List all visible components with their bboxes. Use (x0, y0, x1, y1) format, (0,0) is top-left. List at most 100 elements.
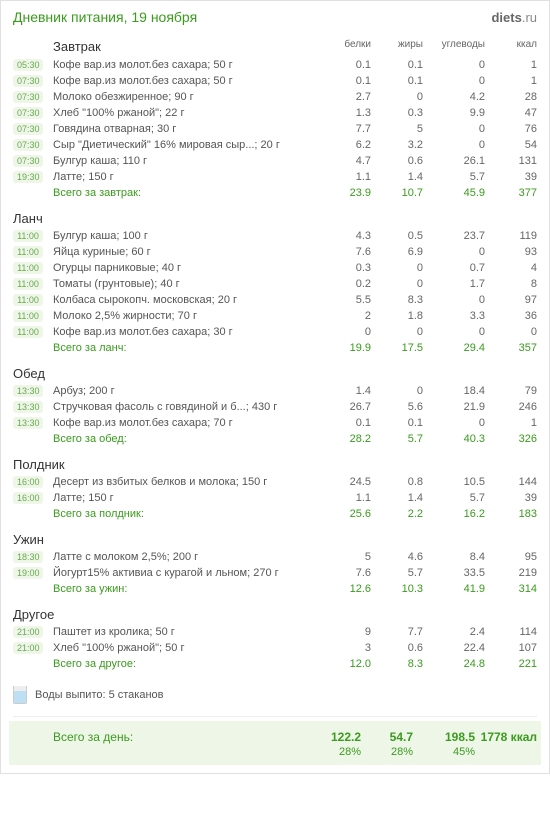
meal-title: Другое (1, 597, 549, 624)
meal-total-kcal: 183 (485, 508, 537, 520)
carbs: 9.9 (423, 107, 485, 119)
protein: 1.4 (319, 385, 371, 397)
protein: 6.2 (319, 139, 371, 151)
kcal: 144 (485, 476, 537, 488)
food-row: 07:30 Булгур каша; 110 г 4.7 0.6 26.1 13… (1, 153, 549, 169)
protein: 4.3 (319, 230, 371, 242)
fat: 0.8 (371, 476, 423, 488)
kcal: 1 (485, 59, 537, 71)
food-name: Кофе вар.из молот.без сахара; 50 г (53, 59, 319, 71)
meal-title: Ужин (1, 522, 549, 549)
food-row: 07:30 Кофе вар.из молот.без сахара; 50 г… (1, 73, 549, 89)
meal-total-protein: 25.6 (319, 508, 371, 520)
carbs: 2.4 (423, 626, 485, 638)
time-badge: 21:00 (13, 626, 43, 638)
food-row: 07:30 Молоко обезжиренное; 90 г 2.7 0 4.… (1, 89, 549, 105)
time-badge: 11:00 (13, 278, 43, 290)
meal-total-carbs: 24.8 (423, 658, 485, 670)
food-name: Огурцы парниковые; 40 г (53, 262, 319, 274)
carbs: 26.1 (423, 155, 485, 167)
day-total-label: Всего за день: (53, 730, 309, 744)
fat: 5.6 (371, 401, 423, 413)
meal-total-fat: 17.5 (371, 342, 423, 354)
time-badge: 05:30 (13, 59, 43, 71)
protein: 24.5 (319, 476, 371, 488)
food-row: 11:00 Кофе вар.из молот.без сахара; 30 г… (1, 324, 549, 340)
fat: 7.7 (371, 626, 423, 638)
carbs: 33.5 (423, 567, 485, 579)
food-name: Латте с молоком 2,5%; 200 г (53, 551, 319, 563)
food-row: 21:00 Паштет из кролика; 50 г 9 7.7 2.4 … (1, 624, 549, 640)
time-badge: 11:00 (13, 246, 43, 258)
food-row: 16:00 Латте; 150 г 1.1 1.4 5.7 39 (1, 490, 549, 506)
kcal: 107 (485, 642, 537, 654)
kcal: 47 (485, 107, 537, 119)
fat: 0.6 (371, 642, 423, 654)
fat: 0.1 (371, 75, 423, 87)
meal-title: Полдник (1, 447, 549, 474)
meal-total-protein: 23.9 (319, 187, 371, 199)
fat: 5.7 (371, 567, 423, 579)
kcal: 93 (485, 246, 537, 258)
meal-total: Всего за полдник: 25.6 2.2 16.2 183 (1, 506, 549, 522)
kcal: 246 (485, 401, 537, 413)
meal-total-fat: 10.3 (371, 583, 423, 595)
food-row: 11:00 Яйца куриные; 60 г 7.6 6.9 0 93 (1, 244, 549, 260)
water-label: Воды выпито: 5 стаканов (35, 689, 164, 701)
kcal: 39 (485, 492, 537, 504)
food-name: Латте; 150 г (53, 492, 319, 504)
fat: 1.4 (371, 171, 423, 183)
protein: 5 (319, 551, 371, 563)
time-badge: 11:00 (13, 230, 43, 242)
carbs: 0 (423, 294, 485, 306)
meal-total-label: Всего за завтрак: (53, 187, 319, 199)
protein: 26.7 (319, 401, 371, 413)
kcal: 119 (485, 230, 537, 242)
carbs: 0 (423, 59, 485, 71)
meal-total-kcal: 314 (485, 583, 537, 595)
carbs: 0.7 (423, 262, 485, 274)
day-protein: 122.2 (309, 730, 361, 744)
carbs: 23.7 (423, 230, 485, 242)
fat: 1.8 (371, 310, 423, 322)
kcal: 8 (485, 278, 537, 290)
carbs: 4.2 (423, 91, 485, 103)
fat: 3.2 (371, 139, 423, 151)
time-badge: 11:00 (13, 310, 43, 322)
meal-total-kcal: 326 (485, 433, 537, 445)
kcal: 114 (485, 626, 537, 638)
fat: 1.4 (371, 492, 423, 504)
kcal: 131 (485, 155, 537, 167)
protein: 9 (319, 626, 371, 638)
kcal: 95 (485, 551, 537, 563)
meal-total-kcal: 377 (485, 187, 537, 199)
meal-total-carbs: 16.2 (423, 508, 485, 520)
food-name: Йогурт15% активиа с курагой и льном; 270… (53, 567, 319, 579)
time-badge: 13:30 (13, 385, 43, 397)
food-row: 11:00 Молоко 2,5% жирности; 70 г 2 1.8 3… (1, 308, 549, 324)
food-name: Арбуз; 200 г (53, 385, 319, 397)
fat: 0 (371, 326, 423, 338)
food-name: Кофе вар.из молот.без сахара; 30 г (53, 326, 319, 338)
protein: 0.3 (319, 262, 371, 274)
kcal: 1 (485, 417, 537, 429)
meal-total-fat: 10.7 (371, 187, 423, 199)
fat: 0.3 (371, 107, 423, 119)
kcal: 4 (485, 262, 537, 274)
protein: 0 (319, 326, 371, 338)
meal-total-label: Всего за другое: (53, 658, 319, 670)
meal-total: Всего за ланч: 19.9 17.5 29.4 357 (1, 340, 549, 356)
meal-total-fat: 8.3 (371, 658, 423, 670)
food-row: 19:00 Йогурт15% активиа с курагой и льно… (1, 565, 549, 581)
meal-total-kcal: 221 (485, 658, 537, 670)
protein: 7.7 (319, 123, 371, 135)
protein: 3 (319, 642, 371, 654)
meal-title: Завтрак (53, 39, 319, 54)
carbs: 0 (423, 326, 485, 338)
meal-total-fat: 2.2 (371, 508, 423, 520)
time-badge: 07:30 (13, 107, 43, 119)
meal-total-carbs: 41.9 (423, 583, 485, 595)
food-name: Хлеб "100% ржаной"; 50 г (53, 642, 319, 654)
water-row: Воды выпито: 5 стаканов (1, 672, 549, 712)
protein: 1.1 (319, 171, 371, 183)
